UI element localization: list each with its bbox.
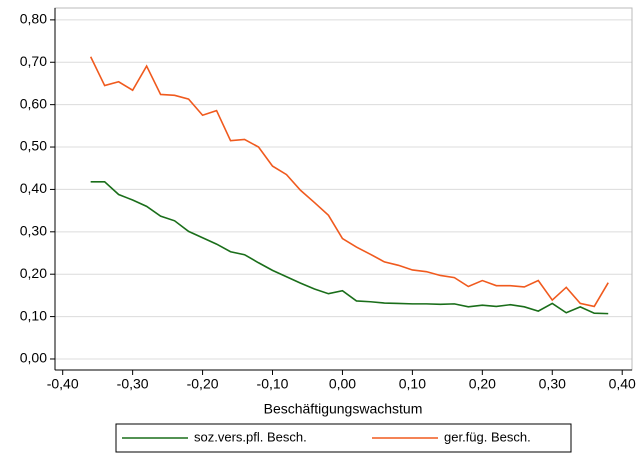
y-tick-label: 0,40: [20, 180, 47, 196]
legend-box: [115, 423, 572, 453]
x-tick-label: 0,40: [609, 376, 636, 392]
y-tick-label: 0,80: [20, 11, 47, 27]
x-tick-label: 0,10: [399, 376, 426, 392]
line-series: [89, 56, 609, 308]
y-tick-label: 0,70: [20, 53, 47, 69]
x-tick-label: -0,10: [257, 376, 289, 392]
y-tick-label: 0,10: [20, 307, 47, 323]
x-tick-label: 0,00: [329, 376, 356, 392]
legend-text: soz.vers.pfl. Besch.: [194, 429, 307, 444]
x-tick-label: -0,40: [47, 376, 79, 392]
y-tick-label: 0,50: [20, 138, 47, 154]
legend-text: ger.füg. Besch.: [444, 429, 531, 444]
x-axis-label: Beschäftigungswachstum: [264, 401, 423, 417]
x-tick-label: 0,20: [469, 376, 496, 392]
x-tick-label: -0,20: [187, 376, 219, 392]
y-tick-label: 0,00: [20, 350, 47, 366]
x-tick-label: -0,30: [117, 376, 149, 392]
x-tick-label: 0,30: [539, 376, 566, 392]
line-series: [90, 180, 609, 315]
y-tick-label: 0,30: [20, 223, 47, 239]
y-tick-label: 0,60: [20, 95, 47, 111]
y-tick-label: 0,20: [20, 265, 47, 281]
